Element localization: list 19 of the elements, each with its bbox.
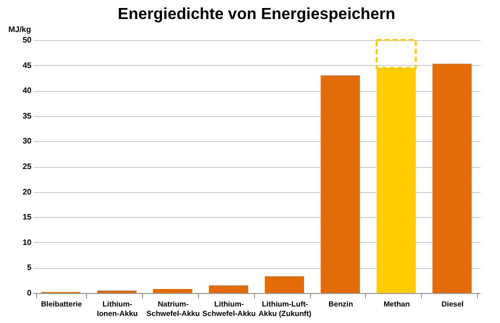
y-tick-label: 30 xyxy=(22,136,32,146)
y-tick-label: 20 xyxy=(22,187,32,196)
y-tick-label: 5 xyxy=(27,263,32,272)
bar xyxy=(320,75,360,293)
y-tick-label: 10 xyxy=(22,238,32,247)
chart-title: Energiedichte von Energiespeichern xyxy=(118,6,396,23)
y-tick-label: 15 xyxy=(22,212,32,222)
y-tick-label: 45 xyxy=(22,60,32,70)
bar xyxy=(153,288,192,293)
y-tick-label: 50 xyxy=(22,36,32,44)
y-tick-label: 25 xyxy=(22,162,32,171)
bar xyxy=(97,290,136,293)
y-tick-label: 0 xyxy=(27,288,32,298)
bar xyxy=(208,285,248,293)
y-tick-label: 35 xyxy=(22,111,32,120)
bar xyxy=(432,64,472,293)
y-axis-title: MJ/kg xyxy=(8,25,32,34)
y-tick-label: 40 xyxy=(22,86,32,96)
bar xyxy=(264,276,304,293)
